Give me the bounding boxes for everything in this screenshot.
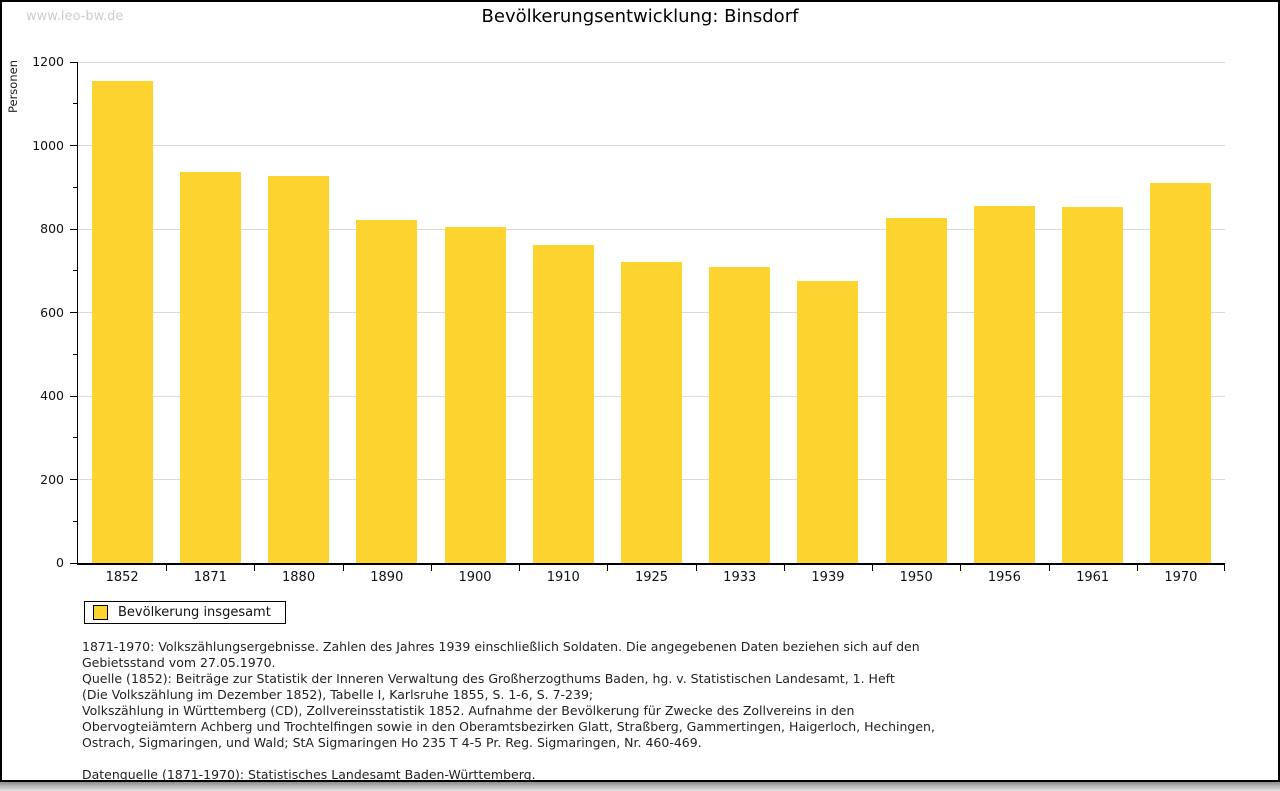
x-tick-label-1961: 1961 xyxy=(1076,570,1110,585)
x-tick-label-1900: 1900 xyxy=(458,570,492,585)
y-tick-label-800: 800 xyxy=(40,221,64,236)
y-tick-label-1200: 1200 xyxy=(32,54,64,69)
x-tick-label-1890: 1890 xyxy=(370,570,404,585)
page-title: Bevölkerungsentwicklung: Binsdorf xyxy=(481,6,799,27)
bar-1852 xyxy=(91,81,153,563)
x-tick-6 xyxy=(695,563,697,571)
bar-1950 xyxy=(885,217,947,563)
x-tick-1 xyxy=(254,563,256,571)
y-tick-label-1000: 1000 xyxy=(32,137,64,153)
y-tick-0 xyxy=(70,562,77,564)
y-tick-700 xyxy=(73,270,77,272)
bar-1910 xyxy=(532,244,594,563)
y-tick-label-200: 200 xyxy=(40,471,64,487)
legend-swatch xyxy=(93,605,108,620)
x-tick-label-1939: 1939 xyxy=(811,570,845,585)
y-tick-600 xyxy=(70,312,77,313)
bar-1933 xyxy=(709,266,771,563)
y-tick-800 xyxy=(70,228,77,230)
x-tick-4 xyxy=(519,563,521,571)
x-tick-label-1933: 1933 xyxy=(723,570,757,585)
x-tick-label-1970: 1970 xyxy=(1164,570,1198,585)
note-line: Obervogteiämtern Achberg und Trochtelfin… xyxy=(82,719,935,734)
y-tick-300 xyxy=(73,437,77,439)
note-line: Gebietsstand vom 27.05.1970. xyxy=(82,655,276,670)
y-tick-1000 xyxy=(70,145,77,146)
y-tick-900 xyxy=(73,186,77,188)
x-tick-2 xyxy=(342,563,344,571)
bar-1871 xyxy=(179,171,241,563)
x-tick-3 xyxy=(430,563,432,571)
x-tick-label-1880: 1880 xyxy=(282,570,316,585)
x-tick-9 xyxy=(960,563,962,571)
note-line: Volkszählung in Württemberg (CD), Zollve… xyxy=(82,703,855,718)
bar-1939 xyxy=(797,281,859,563)
y-tick-label-0: 0 xyxy=(56,555,64,570)
x-tick-label-1871: 1871 xyxy=(193,570,227,585)
note-line: Ostrach, Sigmaringen, und Wald; StA Sigm… xyxy=(82,735,702,750)
gridline-1000 xyxy=(78,145,1225,146)
bar-1880 xyxy=(268,175,330,563)
x-tick-label-1852: 1852 xyxy=(105,570,139,585)
plot-area: 0 200 400 600 800 1000 1200 1852 1871 1880 1890 190… xyxy=(32,54,1225,585)
bar-1890 xyxy=(356,219,418,563)
bar-1925 xyxy=(621,261,682,563)
x-tick-label-1910: 1910 xyxy=(546,570,580,585)
x-tick-label-1956: 1956 xyxy=(987,570,1021,585)
x-tick-5 xyxy=(607,563,609,571)
x-tick-11 xyxy=(1136,563,1138,571)
bar-1970 xyxy=(1150,182,1212,563)
y-tick-1100 xyxy=(73,103,77,105)
bar-1900 xyxy=(444,226,506,563)
gridline-800 xyxy=(78,228,1225,230)
bottom-shadow xyxy=(0,782,1280,791)
x-tick-8 xyxy=(872,563,874,571)
bar-1961 xyxy=(1062,206,1124,563)
y-tick-400 xyxy=(70,395,77,397)
gridline-1200 xyxy=(78,61,1225,63)
x-tick-7 xyxy=(783,563,785,571)
y-tick-label-400: 400 xyxy=(40,388,64,403)
y-axis-title: Personen xyxy=(6,60,20,114)
y-tick-1200 xyxy=(70,61,77,63)
x-tick-label-1925: 1925 xyxy=(634,570,669,585)
note-line: (Die Volkszählung im Dezember 1852), Tab… xyxy=(82,687,594,702)
watermark: www.leo-bw.de xyxy=(26,9,124,24)
legend-label: Bevölkerung insgesamt xyxy=(118,605,271,620)
y-tick-label-600: 600 xyxy=(40,304,64,320)
x-tick-0 xyxy=(166,563,168,571)
x-tick-10 xyxy=(1048,563,1050,571)
note-line: Quelle (1852): Beiträge zur Statistik de… xyxy=(82,671,895,686)
y-tick-100 xyxy=(73,520,77,522)
notes: 1871-1970: Volkszählungsergebnisse. Zahl… xyxy=(82,639,935,783)
x-tick-12 xyxy=(1224,563,1225,571)
note-line: 1871-1970: Volkszählungsergebnisse. Zahl… xyxy=(82,639,920,654)
legend: Bevölkerung insgesamt xyxy=(84,601,286,624)
y-tick-500 xyxy=(73,353,77,355)
x-tick-label-1950: 1950 xyxy=(899,570,933,585)
bar-1956 xyxy=(973,206,1035,563)
datasource-line: Datenquelle (1871-1970): Statistisches L… xyxy=(82,767,536,782)
y-tick-200 xyxy=(70,479,77,480)
